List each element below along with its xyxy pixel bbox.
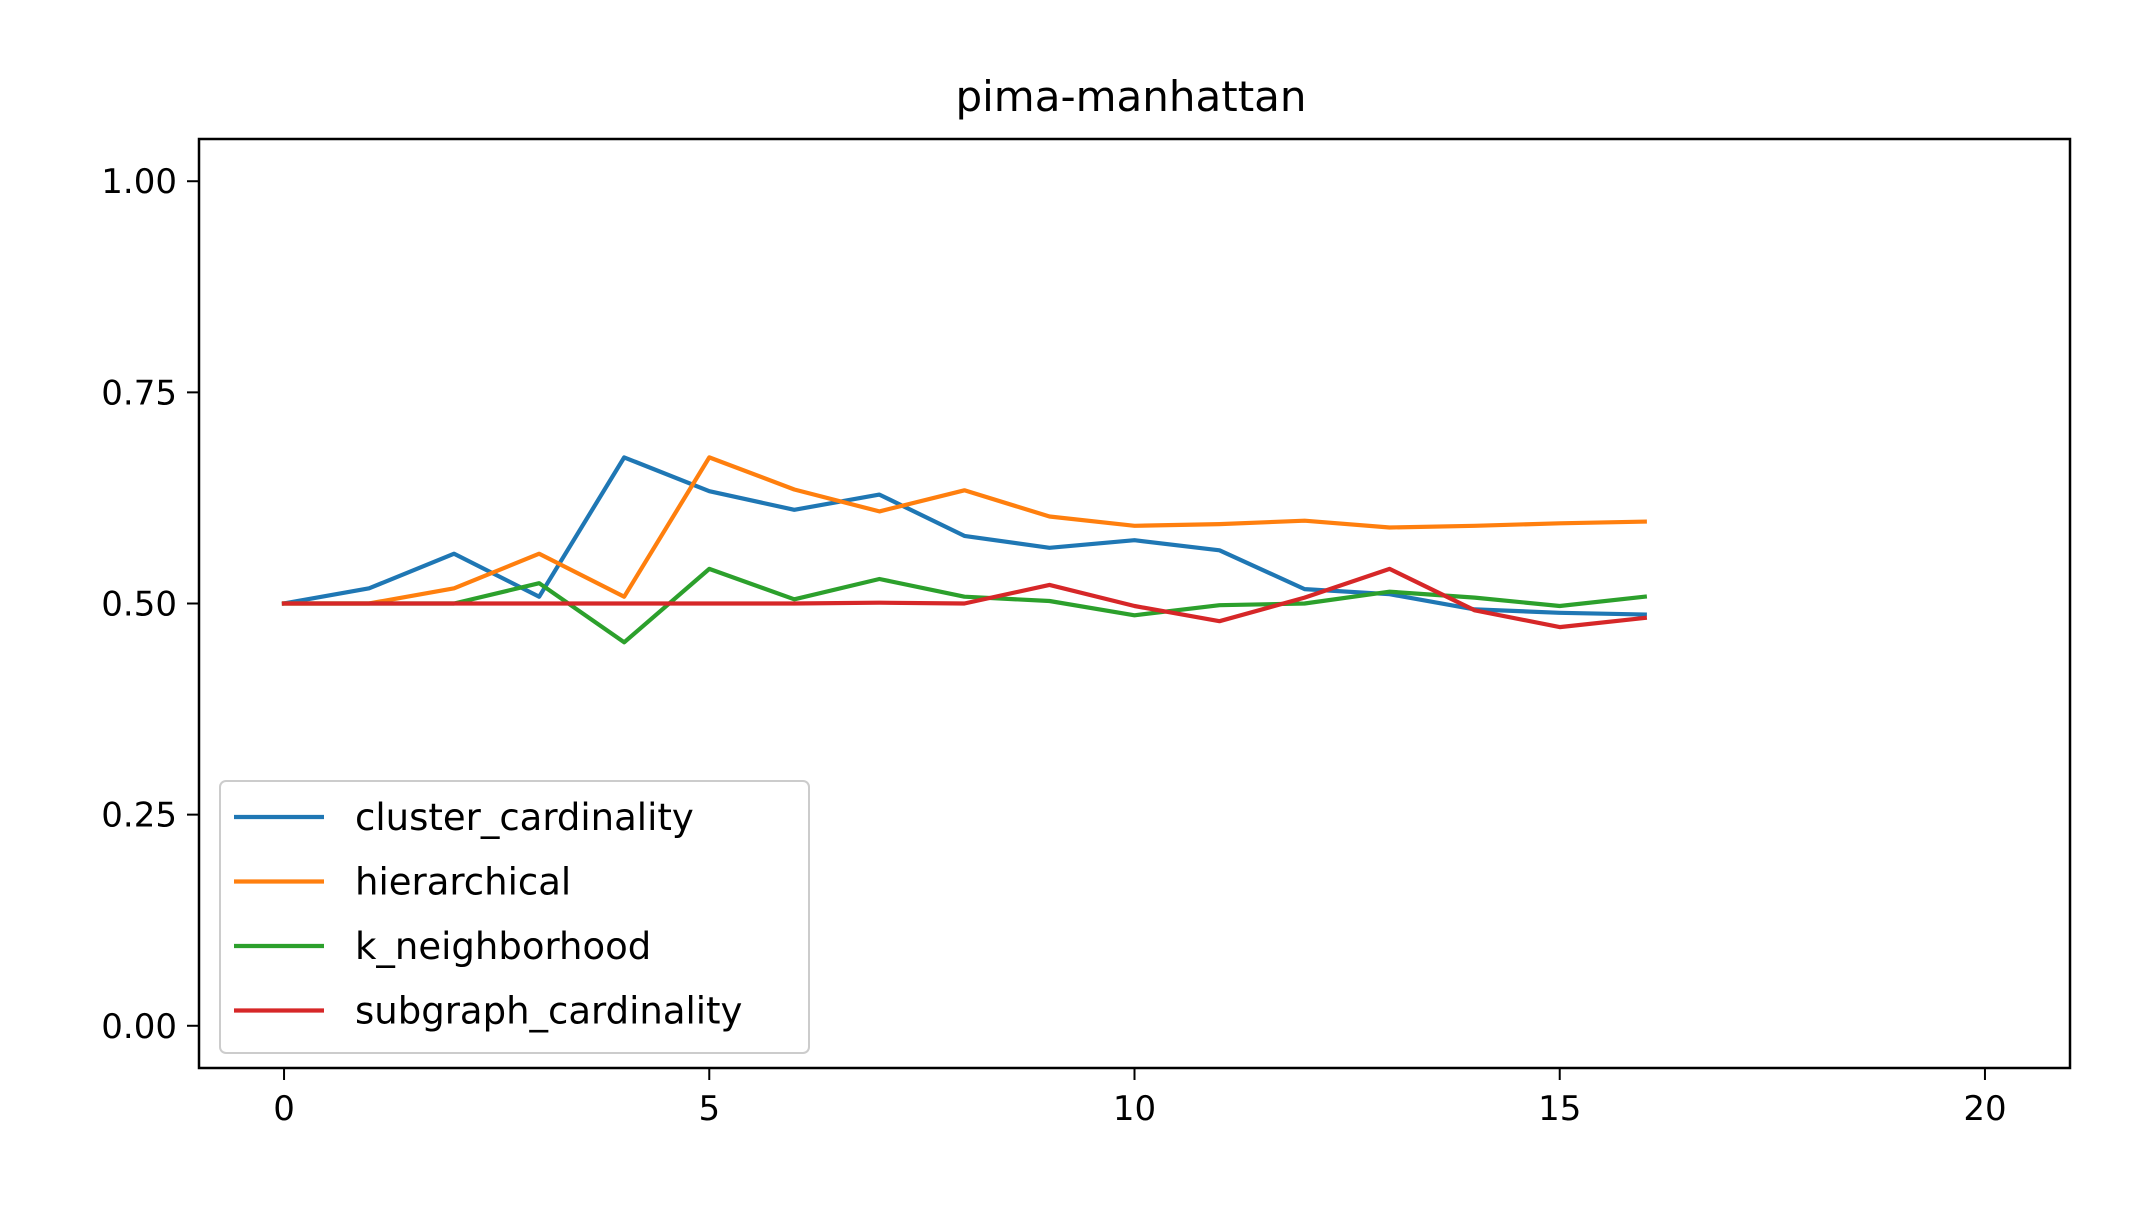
- legend-box: [219, 780, 810, 1054]
- y-tick-label: 0.50: [101, 585, 177, 625]
- series-line-k-neighborhood: [281, 566, 1648, 645]
- y-tick-label: 0.25: [101, 796, 177, 836]
- x-tick-label: 5: [698, 1089, 720, 1129]
- chart-title: pima-manhattan: [955, 72, 1306, 121]
- y-tick-label: 0.00: [101, 1007, 177, 1047]
- series-line-subgraph-cardinality: [281, 566, 1648, 630]
- axis-ticks: 0 5 10 15 20 0.00 0.25 0.50 0.75 1.00: [101, 162, 2006, 1129]
- plot-frame: [197, 137, 2072, 1070]
- x-tick-label: 0: [273, 1089, 295, 1129]
- x-tick-label: 20: [1963, 1089, 2006, 1129]
- series-layer: [281, 455, 1648, 645]
- legend-label: cluster_cardinality: [355, 796, 694, 839]
- series-line-cluster-cardinality: [281, 455, 1647, 617]
- legend-label: subgraph_cardinality: [355, 990, 742, 1033]
- y-tick-label: 1.00: [101, 162, 177, 202]
- legend: cluster_cardinality hierarchical k_neighbo…: [219, 780, 810, 1054]
- legend-label: hierarchical: [355, 861, 571, 904]
- x-tick-label: 10: [1113, 1089, 1156, 1129]
- series-line-hierarchical: [281, 455, 1647, 606]
- x-tick-label: 15: [1538, 1089, 1581, 1129]
- y-tick-label: 0.75: [101, 373, 177, 413]
- legend-label: k_neighborhood: [355, 925, 651, 968]
